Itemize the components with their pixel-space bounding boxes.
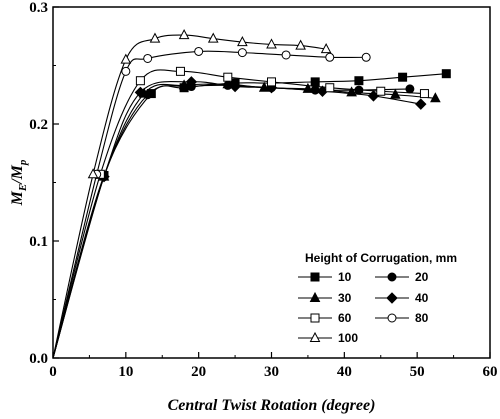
filled-diamond-marker xyxy=(386,292,398,304)
open-circle-marker xyxy=(361,52,371,62)
filled-diamond-marker xyxy=(229,80,241,93)
y-tick-label: 0.1 xyxy=(29,234,48,250)
filled-triangle-marker xyxy=(430,92,441,103)
open-triangle-marker xyxy=(87,168,99,179)
plot-frame xyxy=(52,6,491,359)
open-triangle-marker xyxy=(178,29,190,40)
x-tick-label: 60 xyxy=(483,364,498,380)
legend-label-20: 20 xyxy=(415,270,429,284)
y-tick-label: 0.0 xyxy=(29,351,48,367)
filled-square-marker xyxy=(398,72,408,82)
filled-diamond-marker xyxy=(185,76,198,88)
series-line-80 xyxy=(52,50,367,359)
open-triangle-marker xyxy=(295,39,306,50)
x-tick-label: 0 xyxy=(49,364,57,380)
open-triangle-marker xyxy=(266,38,277,49)
y-axis-title-sub1: E xyxy=(17,184,29,192)
series-markers xyxy=(87,29,451,183)
filled-triangle-marker xyxy=(302,82,314,93)
open-circle-marker xyxy=(387,313,397,323)
legend-label-40: 40 xyxy=(415,291,429,305)
open-square-marker xyxy=(325,83,335,93)
legend-label-80: 80 xyxy=(415,311,429,325)
y-tick-label: 0.3 xyxy=(29,0,48,16)
filled-triangle-marker xyxy=(389,88,401,99)
filled-square-marker xyxy=(310,272,320,282)
y-axis-title-sub2: p xyxy=(17,159,29,166)
series-line-20 xyxy=(52,84,410,359)
open-square-marker xyxy=(310,313,320,323)
filled-circle-marker xyxy=(387,272,397,282)
open-circle-marker xyxy=(237,48,247,58)
filled-triangle-marker xyxy=(222,78,234,89)
open-triangle-marker xyxy=(320,43,332,54)
open-circle-marker xyxy=(325,52,335,62)
open-circle-marker xyxy=(143,53,153,63)
filled-square-marker xyxy=(441,69,451,79)
axis-ticks xyxy=(52,6,491,359)
open-square-marker xyxy=(175,66,185,76)
open-triangle-marker xyxy=(207,32,219,43)
open-square-marker xyxy=(135,76,145,86)
series-line-40 xyxy=(52,80,421,359)
y-axis-title-sep: /M xyxy=(9,164,26,184)
legend-label-30: 30 xyxy=(338,291,352,305)
filled-triangle-marker xyxy=(309,291,321,302)
open-triangle-marker xyxy=(237,36,248,47)
filled-square-marker xyxy=(354,76,364,86)
filled-circle-marker xyxy=(405,84,415,94)
y-axis-title-main: M xyxy=(9,190,26,206)
series-line-30 xyxy=(52,83,436,359)
open-square-marker xyxy=(419,89,429,99)
x-tick-label: 10 xyxy=(118,364,133,380)
open-square-marker xyxy=(376,86,386,96)
open-triangle-marker xyxy=(149,32,161,43)
legend-label-60: 60 xyxy=(338,311,352,325)
open-circle-marker xyxy=(121,66,131,76)
y-axis-title: ME/Mp xyxy=(9,159,29,206)
filled-triangle-marker xyxy=(346,86,357,97)
legend-items: 10 20 30 40 60 80 100 xyxy=(298,270,429,345)
filled-square-marker xyxy=(310,77,320,87)
open-circle-marker xyxy=(281,50,291,60)
series-curves xyxy=(52,34,447,359)
legend-label-10: 10 xyxy=(338,270,352,284)
open-triangle-marker xyxy=(120,53,132,64)
legend-title: Height of Corrugation, mm xyxy=(305,251,457,265)
x-tick-label: 50 xyxy=(410,364,425,380)
tick-labels: 0 10 20 30 40 50 60 0.0 0.1 0.2 0.3 xyxy=(29,0,497,380)
open-triangle-marker xyxy=(309,331,321,342)
open-square-marker xyxy=(223,72,233,82)
open-square-marker xyxy=(267,77,276,87)
y-tick-label: 0.2 xyxy=(29,117,48,133)
x-tick-label: 30 xyxy=(264,364,279,380)
open-circle-marker xyxy=(194,46,204,56)
filled-diamond-marker xyxy=(134,86,147,99)
legend-label-100: 100 xyxy=(338,331,358,345)
filled-diamond-marker xyxy=(415,98,427,110)
x-tick-label: 40 xyxy=(337,364,352,380)
filled-triangle-marker xyxy=(258,81,270,92)
x-tick-label: 20 xyxy=(191,364,206,380)
filled-circle-marker xyxy=(354,85,364,95)
filled-triangle-marker xyxy=(178,79,190,90)
x-axis-title: Central Twist Rotation (degree) xyxy=(168,397,376,414)
